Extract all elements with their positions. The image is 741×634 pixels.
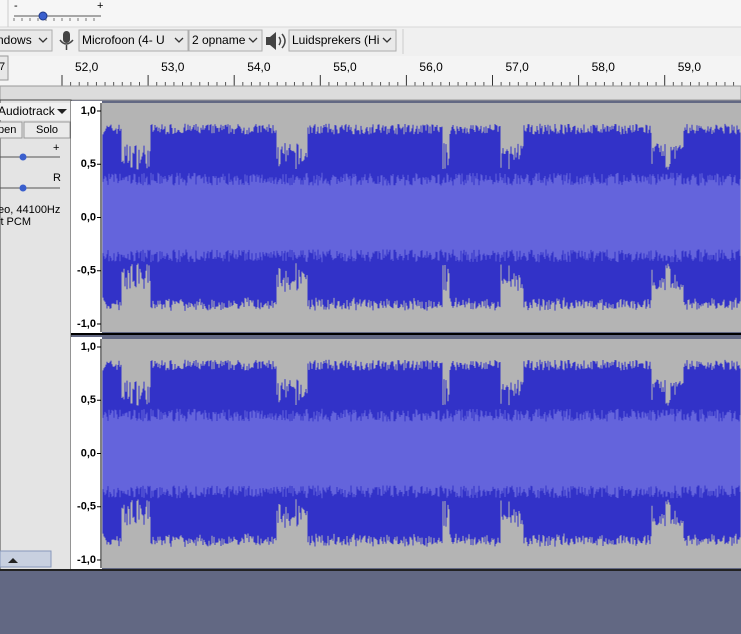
waveform-rms (102, 408, 741, 499)
ruler-label: 59,0 (678, 60, 702, 74)
slider-thumb[interactable] (19, 153, 27, 161)
gain-plus: + (53, 142, 59, 154)
solo-button[interactable] (23, 121, 71, 139)
dropdown-arrow (38, 37, 48, 43)
pan-right: R (53, 172, 61, 184)
ruler-strip (0, 85, 741, 101)
mute-button[interactable] (0, 121, 23, 139)
dropdown-label: 2 opname (192, 33, 246, 47)
dropdown[interactable] (78, 29, 189, 52)
ruler-label: 55,0 (333, 60, 357, 74)
ruler-label: 54,0 (247, 60, 271, 74)
dropdown-arrow (382, 37, 392, 43)
scale-label: -0,5 (77, 265, 96, 277)
dropdown-label: Microfoon (4- U (82, 33, 165, 47)
track-info: eo, 44100Hz (0, 204, 60, 216)
slider-plus: + (97, 0, 103, 12)
slider-thumb[interactable] (38, 11, 48, 21)
dropdown[interactable] (288, 29, 397, 52)
ruler-label: 56,0 (419, 60, 443, 74)
vertical-scale (71, 337, 102, 570)
dropdown-label: ndows (0, 33, 32, 47)
track-menu-arrow (57, 109, 67, 114)
slider-minus: - (14, 0, 18, 12)
track-info: it PCM (0, 216, 31, 228)
scale-label: -0,5 (77, 501, 96, 513)
scale-label: 0,5 (81, 158, 96, 170)
scale-label: 1,0 (81, 341, 96, 353)
solo-label: Solo (36, 124, 58, 136)
waveform-rms (102, 172, 741, 263)
ruler-label: 57,0 (506, 60, 530, 74)
collapse-arrow (8, 558, 18, 563)
dropdown-label: Luidsprekers (Hi (292, 33, 379, 47)
scale-label: 0,5 (81, 394, 96, 406)
ruler-label: 52,0 (75, 60, 99, 74)
scale-label: 0,0 (81, 447, 96, 459)
mic-icon[interactable] (63, 31, 70, 43)
scale-label: -1,0 (77, 318, 96, 330)
speaker-icon[interactable] (266, 32, 276, 50)
track-name: Audiotrack (0, 104, 56, 118)
scale-label: 1,0 (81, 105, 96, 117)
mute-label: pen (0, 124, 16, 136)
slider-thumb[interactable] (19, 184, 27, 192)
ruler-left-box (0, 55, 9, 81)
scale-label: 0,0 (81, 211, 96, 223)
mic-icon-stand (59, 39, 74, 50)
track-panel (0, 99, 72, 571)
dropdown[interactable] (188, 29, 263, 52)
dropdown-arrow (174, 37, 184, 43)
vertical-scale (71, 101, 102, 334)
speaker-waves (278, 33, 286, 49)
scale-label: -1,0 (77, 554, 96, 566)
ruler-left-label: 7 (0, 61, 5, 73)
ruler-label: 53,0 (161, 60, 185, 74)
track-name-bar[interactable] (0, 103, 70, 120)
ruler-label: 58,0 (592, 60, 616, 74)
collapse-button[interactable] (0, 550, 52, 568)
toolbar-row (0, 0, 741, 27)
timeline-ruler (0, 56, 741, 86)
dropdown-arrow (248, 37, 258, 43)
dropdown[interactable] (0, 29, 53, 52)
